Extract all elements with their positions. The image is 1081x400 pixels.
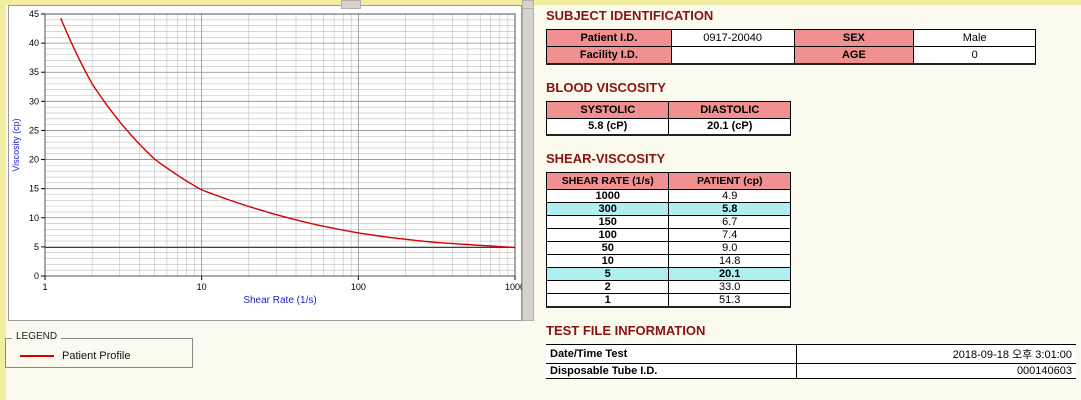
svg-text:30: 30: [29, 96, 39, 106]
svg-text:100: 100: [351, 282, 366, 292]
table-row: 10 14.8: [545, 254, 791, 268]
diastolic-value: 20.1 (cP): [668, 117, 791, 136]
svg-text:25: 25: [29, 125, 39, 135]
table-row: 150 6.7: [545, 215, 791, 229]
shear-viscosity-chart: 0 5 10 15 20 25 30 35 40 45 1 10 100 1000 Viscosity (c…: [11, 9, 523, 306]
patient-cp-cell: 51.3: [668, 293, 791, 308]
shear-viscosity-title: SHEAR-VISCOSITY: [546, 151, 666, 166]
shear-rate-cell: 10: [545, 254, 670, 268]
shear-viscosity-chart-panel: 0 5 10 15 20 25 30 35 40 45 1 10 100 1000 Viscosity (c…: [8, 5, 523, 321]
svg-text:20: 20: [29, 155, 39, 165]
svg-text:5: 5: [34, 242, 39, 252]
shear-rate-cell: 300: [545, 202, 670, 216]
table-header-row: SHEAR RATE (1/s) PATIENT (cp): [545, 172, 791, 190]
test-file-information-table: Date/Time Test 2018-09-18 오후 3:01:00 Dis…: [546, 344, 1076, 379]
age-label: AGE: [793, 46, 915, 64]
table-row: SYSTOLIC DIASTOLIC: [545, 100, 791, 119]
svg-text:10: 10: [197, 282, 207, 292]
patient-cp-cell: 33.0: [668, 280, 791, 294]
test-file-information-title: TEST FILE INFORMATION: [546, 323, 706, 338]
patient-cp-cell: 5.8: [668, 202, 791, 216]
subject-identification-table: Patient I.D. 0917-20040 SEX Male Facilit…: [546, 29, 1036, 65]
sex-value: Male: [913, 29, 1036, 47]
table-row: 300 5.8: [545, 202, 791, 216]
patient-cp-cell: 7.4: [668, 228, 791, 242]
patient-cp-cell: 4.9: [668, 189, 791, 203]
patient-cp-cell: 9.0: [668, 241, 791, 255]
svg-text:Shear Rate (1/s): Shear Rate (1/s): [243, 295, 316, 306]
legend-item-label: Patient Profile: [62, 350, 131, 362]
disposable-tube-id-label: Disposable Tube I.D.: [546, 363, 796, 379]
table-row: Date/Time Test 2018-09-18 오후 3:01:00: [546, 344, 1076, 364]
legend-box: LEGEND Patient Profile: [5, 331, 193, 368]
subject-identification-title: SUBJECT IDENTIFICATION: [546, 8, 714, 23]
chart-vertical-scrollbar[interactable]: [522, 5, 534, 321]
patient-id-value: 0917-20040: [670, 29, 795, 47]
shear-rate-cell: 1: [545, 293, 670, 308]
window-border-top: [0, 0, 1081, 5]
svg-text:10: 10: [29, 213, 39, 223]
blood-viscosity-table: SYSTOLIC DIASTOLIC 5.8 (cP) 20.1 (cP): [545, 100, 791, 136]
table-row: 50 9.0: [545, 241, 791, 255]
table-row: Facility I.D. AGE 0: [546, 46, 1036, 64]
date-time-test-value: 2018-09-18 오후 3:01:00: [795, 344, 1076, 364]
systolic-value: 5.8 (cP): [545, 117, 670, 136]
shear-rate-cell: 1000: [545, 189, 670, 203]
svg-text:1: 1: [42, 282, 47, 292]
table-row: 5.8 (cP) 20.1 (cP): [545, 117, 791, 136]
patient-cp-cell: 20.1: [668, 267, 791, 281]
chart-scrollbar-thumb[interactable]: [341, 0, 361, 9]
date-time-test-label: Date/Time Test: [546, 344, 796, 364]
legend-title: LEGEND: [12, 331, 62, 342]
facility-id-label: Facility I.D.: [546, 46, 672, 64]
sex-label: SEX: [793, 29, 915, 47]
table-row: 1 51.3: [545, 293, 791, 308]
report-column: SUBJECT IDENTIFICATION Patient I.D. 0917…: [545, 8, 1076, 379]
systolic-header: SYSTOLIC: [545, 100, 670, 119]
svg-text:Viscosity (cp): Viscosity (cp): [11, 118, 21, 171]
shear-rate-header: SHEAR RATE (1/s): [545, 172, 670, 190]
blood-viscosity-title: BLOOD VISCOSITY: [546, 79, 666, 95]
table-row: 2 33.0: [545, 280, 791, 294]
patient-cp-header: PATIENT (cp): [668, 172, 791, 190]
table-row: 100 7.4: [545, 228, 791, 242]
table-row: 1000 4.9: [545, 189, 791, 203]
svg-text:15: 15: [29, 184, 39, 194]
facility-id-value: [670, 46, 795, 64]
table-row: Patient I.D. 0917-20040 SEX Male: [546, 29, 1036, 47]
patient-profile-line-swatch: [20, 355, 54, 357]
patient-id-label: Patient I.D.: [546, 29, 672, 47]
disposable-tube-id-value: 000140603: [795, 363, 1076, 379]
shear-rate-cell: 2: [545, 280, 670, 294]
shear-rate-cell: 100: [545, 228, 670, 242]
svg-text:45: 45: [29, 9, 39, 19]
svg-text:1000: 1000: [505, 282, 523, 292]
table-row: 5 20.1: [545, 267, 791, 281]
chart-scrollbar-button[interactable]: [522, 0, 534, 9]
diastolic-header: DIASTOLIC: [668, 100, 791, 119]
table-row: Disposable Tube I.D. 000140603: [546, 363, 1076, 379]
window-border-left: [0, 0, 6, 400]
patient-cp-cell: 14.8: [668, 254, 791, 268]
patient-cp-cell: 6.7: [668, 215, 791, 229]
svg-text:40: 40: [29, 38, 39, 48]
shear-rate-cell: 150: [545, 215, 670, 229]
shear-viscosity-table: SHEAR RATE (1/s) PATIENT (cp) 1000 4.9 3…: [545, 172, 791, 308]
shear-rate-cell: 50: [545, 241, 670, 255]
svg-text:0: 0: [34, 271, 39, 281]
shear-rate-cell: 5: [545, 267, 670, 281]
age-value: 0: [913, 46, 1036, 64]
svg-text:35: 35: [29, 67, 39, 77]
legend-item: Patient Profile: [6, 339, 192, 362]
